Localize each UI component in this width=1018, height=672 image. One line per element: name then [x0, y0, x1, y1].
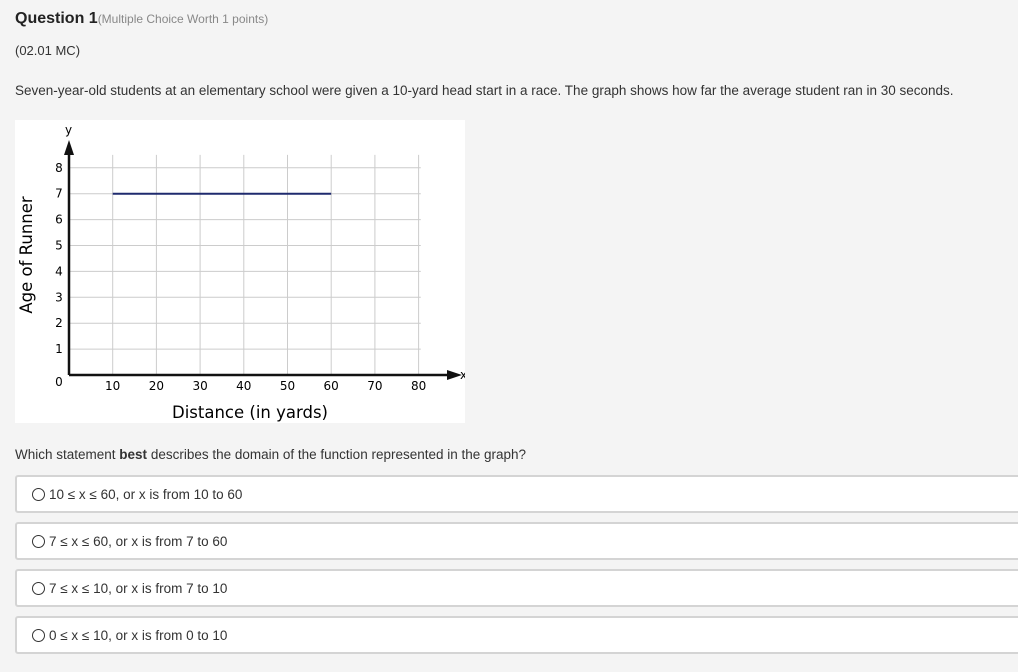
question-code: (02.01 MC) [15, 43, 81, 58]
y-axis-arrow-icon [64, 140, 74, 155]
y-tick-label: 4 [55, 264, 63, 278]
option-3[interactable]: 7 ≤ x ≤ 10, or x is from 7 to 10 [15, 569, 1018, 607]
radio-icon[interactable] [32, 628, 45, 642]
y-tick-label: 8 [55, 161, 63, 175]
y-tick-label: 1 [55, 342, 63, 356]
y-tick-label: 3 [55, 290, 63, 304]
y-tick-label: 7 [55, 187, 63, 201]
y-tick-label: 5 [55, 239, 63, 253]
y-tick-label: 0 [55, 375, 63, 389]
graph: x y 10 20 30 40 50 60 70 80 0 1 2 3 4 5 6 7 8 Distance (in … [15, 120, 467, 423]
x-tick-label: 30 [192, 379, 207, 393]
x-axis-label: Distance (in yards) [172, 403, 328, 422]
question-prompt: Seven-year-old students at an elementary… [15, 83, 954, 98]
radio-icon[interactable] [32, 487, 45, 501]
question-worth: (Multiple Choice Worth 1 points) [97, 12, 269, 26]
question-title: Question 1(Multiple Choice Worth 1 point… [15, 10, 268, 28]
question-number: Question 1 [15, 10, 98, 27]
y-axis-label: Age of Runner [17, 196, 36, 314]
x-axis-letter: x [460, 368, 465, 382]
radio-icon[interactable] [32, 581, 45, 595]
x-axis-arrow-icon [447, 370, 462, 380]
option-4[interactable]: 0 ≤ x ≤ 10, or x is from 0 to 10 [15, 616, 1018, 654]
question-ask: Which statement best describes the domai… [15, 447, 527, 462]
x-tick-label: 50 [280, 379, 295, 393]
line-chart: x y 10 20 30 40 50 60 70 80 0 1 2 3 4 5 6 7 8 Distance (in … [17, 123, 467, 422]
x-tick-label: 60 [324, 379, 339, 393]
x-tick-label: 20 [149, 379, 164, 393]
x-tick-label: 40 [236, 379, 251, 393]
option-2[interactable]: 7 ≤ x ≤ 60, or x is from 7 to 60 [15, 522, 1018, 560]
x-tick-label: 80 [411, 379, 426, 393]
y-tick-label: 6 [55, 213, 63, 227]
radio-icon[interactable] [32, 534, 45, 548]
y-tick-label: 2 [55, 316, 63, 330]
x-tick-label: 70 [367, 379, 382, 393]
y-axis-letter: y [65, 123, 72, 137]
option-1[interactable]: 10 ≤ x ≤ 60, or x is from 10 to 60 [15, 475, 1018, 513]
x-tick-label: 10 [105, 379, 120, 393]
